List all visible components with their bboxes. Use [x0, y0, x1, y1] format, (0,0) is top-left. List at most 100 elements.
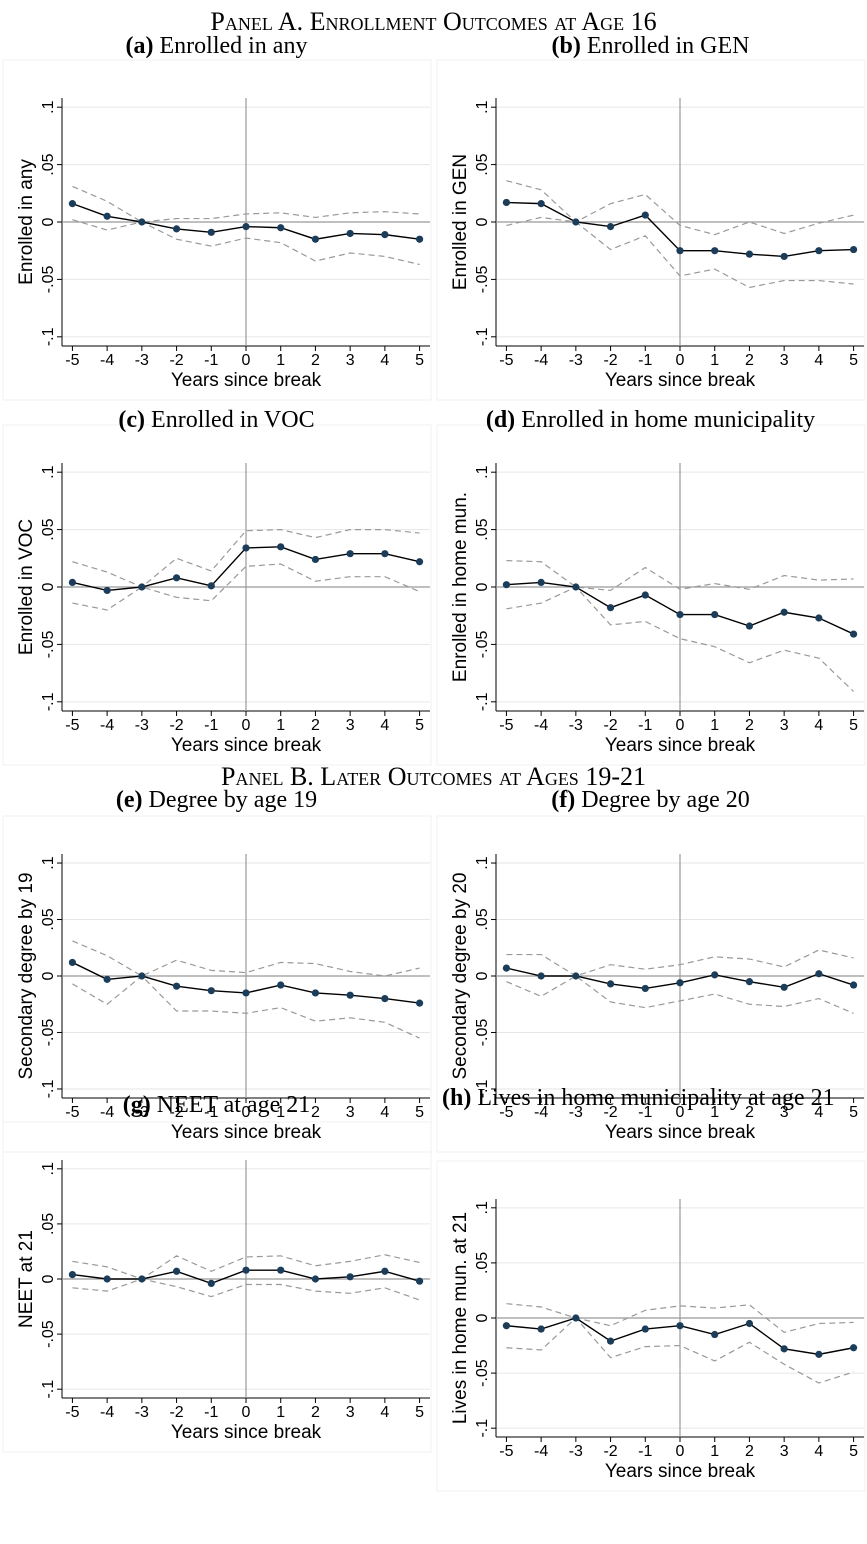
y-tick-label: -.1	[474, 1419, 491, 1438]
x-axis-title: Years since break	[171, 1422, 322, 1443]
y-tick-label: .1	[40, 1162, 57, 1175]
point	[311, 1275, 320, 1283]
graph-frame	[2, 59, 432, 401]
y-axis-title: Lives in home mun. at 21	[450, 1212, 471, 1424]
point	[572, 972, 580, 980]
ci-line	[506, 1317, 854, 1384]
point	[815, 970, 823, 978]
graph-frame	[436, 815, 866, 1153]
point	[606, 1337, 615, 1345]
x-tick-label: 2	[745, 717, 754, 734]
x-tick-label: -3	[135, 352, 149, 369]
y-tick-label: -.05	[40, 631, 57, 659]
subplot-caption: (a) Enrolled in any	[0, 30, 433, 62]
x-tick-label: 3	[780, 1443, 789, 1460]
graph-frame	[436, 424, 866, 766]
point	[207, 1279, 215, 1288]
x-tick-label: 5	[415, 717, 424, 734]
y-tick-label: -.1	[40, 327, 57, 346]
point	[346, 1273, 354, 1281]
x-tick-label: -1	[638, 1104, 652, 1121]
y-tick-label: .1	[474, 856, 491, 869]
point	[172, 982, 181, 990]
x-tick-label: 2	[311, 717, 320, 734]
point	[815, 614, 823, 622]
subplot-title: Degree by age 19	[148, 787, 318, 813]
point	[641, 211, 649, 219]
x-tick-label: -4	[100, 1404, 114, 1421]
y-tick-label: -.05	[40, 1019, 57, 1047]
point	[242, 544, 250, 552]
subplot-title: Enrolled in GEN	[586, 33, 750, 59]
x-tick-label: 3	[346, 1404, 355, 1421]
ci-line	[72, 975, 420, 1039]
x-tick-label: 5	[849, 1443, 858, 1460]
point	[502, 964, 511, 972]
x-tick-label: -1	[638, 1443, 652, 1460]
point	[277, 543, 285, 551]
panel-title: Panel B. Later Outcomes at Ages 19-21	[221, 762, 646, 791]
y-tick-label: 0	[474, 1313, 491, 1322]
ci-line	[72, 185, 420, 223]
point	[676, 247, 684, 255]
ci-line	[506, 1303, 854, 1333]
x-tick-label: 1	[276, 352, 285, 369]
y-axis-title: Enrolled in VOC	[16, 519, 37, 655]
x-tick-label: -2	[603, 352, 617, 369]
x-tick-label: 1	[710, 352, 719, 369]
subplot-title: Degree by age 20	[581, 787, 750, 813]
y-tick-label: .1	[474, 465, 491, 478]
point	[572, 218, 580, 226]
subplot-caption: (g) NEET at age 21	[0, 1089, 433, 1121]
x-axis-title: Years since break	[605, 1122, 756, 1143]
point	[676, 1322, 684, 1330]
point	[641, 591, 649, 599]
x-tick-label: -3	[135, 717, 149, 734]
point	[780, 983, 788, 991]
y-tick-label: 0	[40, 217, 57, 226]
x-tick-label: -4	[100, 1104, 114, 1121]
point	[641, 1325, 649, 1333]
point	[381, 231, 389, 239]
point	[207, 582, 215, 590]
x-tick-label: 4	[380, 352, 389, 369]
x-tick-label: 1	[276, 1404, 285, 1421]
x-tick-label: -5	[499, 717, 513, 734]
x-tick-label: -2	[603, 717, 617, 734]
y-tick-label: .05	[40, 518, 57, 540]
y-tick-label: .05	[474, 518, 491, 540]
point	[676, 610, 684, 619]
point	[172, 225, 181, 233]
point	[849, 1344, 858, 1352]
point	[138, 218, 146, 226]
x-tick-label: -4	[534, 1443, 548, 1460]
point	[346, 550, 354, 558]
point	[103, 586, 111, 595]
x-tick-label: -5	[65, 352, 79, 369]
point	[103, 1275, 111, 1283]
x-tick-label: -2	[169, 1104, 183, 1121]
x-tick-label: -3	[569, 1104, 583, 1121]
x-tick-label: 4	[814, 717, 823, 734]
y-tick-label: -.05	[474, 631, 491, 659]
point	[676, 979, 684, 987]
x-tick-label: 0	[242, 1404, 251, 1421]
subplot-label: (d)	[485, 407, 516, 433]
point	[641, 984, 649, 993]
x-tick-label: -1	[638, 352, 652, 369]
point	[537, 972, 545, 980]
y-tick-label: -.05	[474, 266, 491, 294]
subplot-title: Enrolled in home municipality	[521, 407, 816, 433]
point	[502, 1322, 511, 1330]
point	[711, 247, 719, 255]
y-tick-label: 0	[474, 217, 491, 226]
y-tick-label: -.1	[474, 327, 491, 346]
point	[849, 245, 858, 254]
x-tick-label: 3	[780, 717, 789, 734]
graph-frame	[2, 815, 432, 1153]
ci-line	[506, 559, 854, 592]
graph-frame	[436, 1160, 866, 1492]
point	[103, 212, 111, 220]
